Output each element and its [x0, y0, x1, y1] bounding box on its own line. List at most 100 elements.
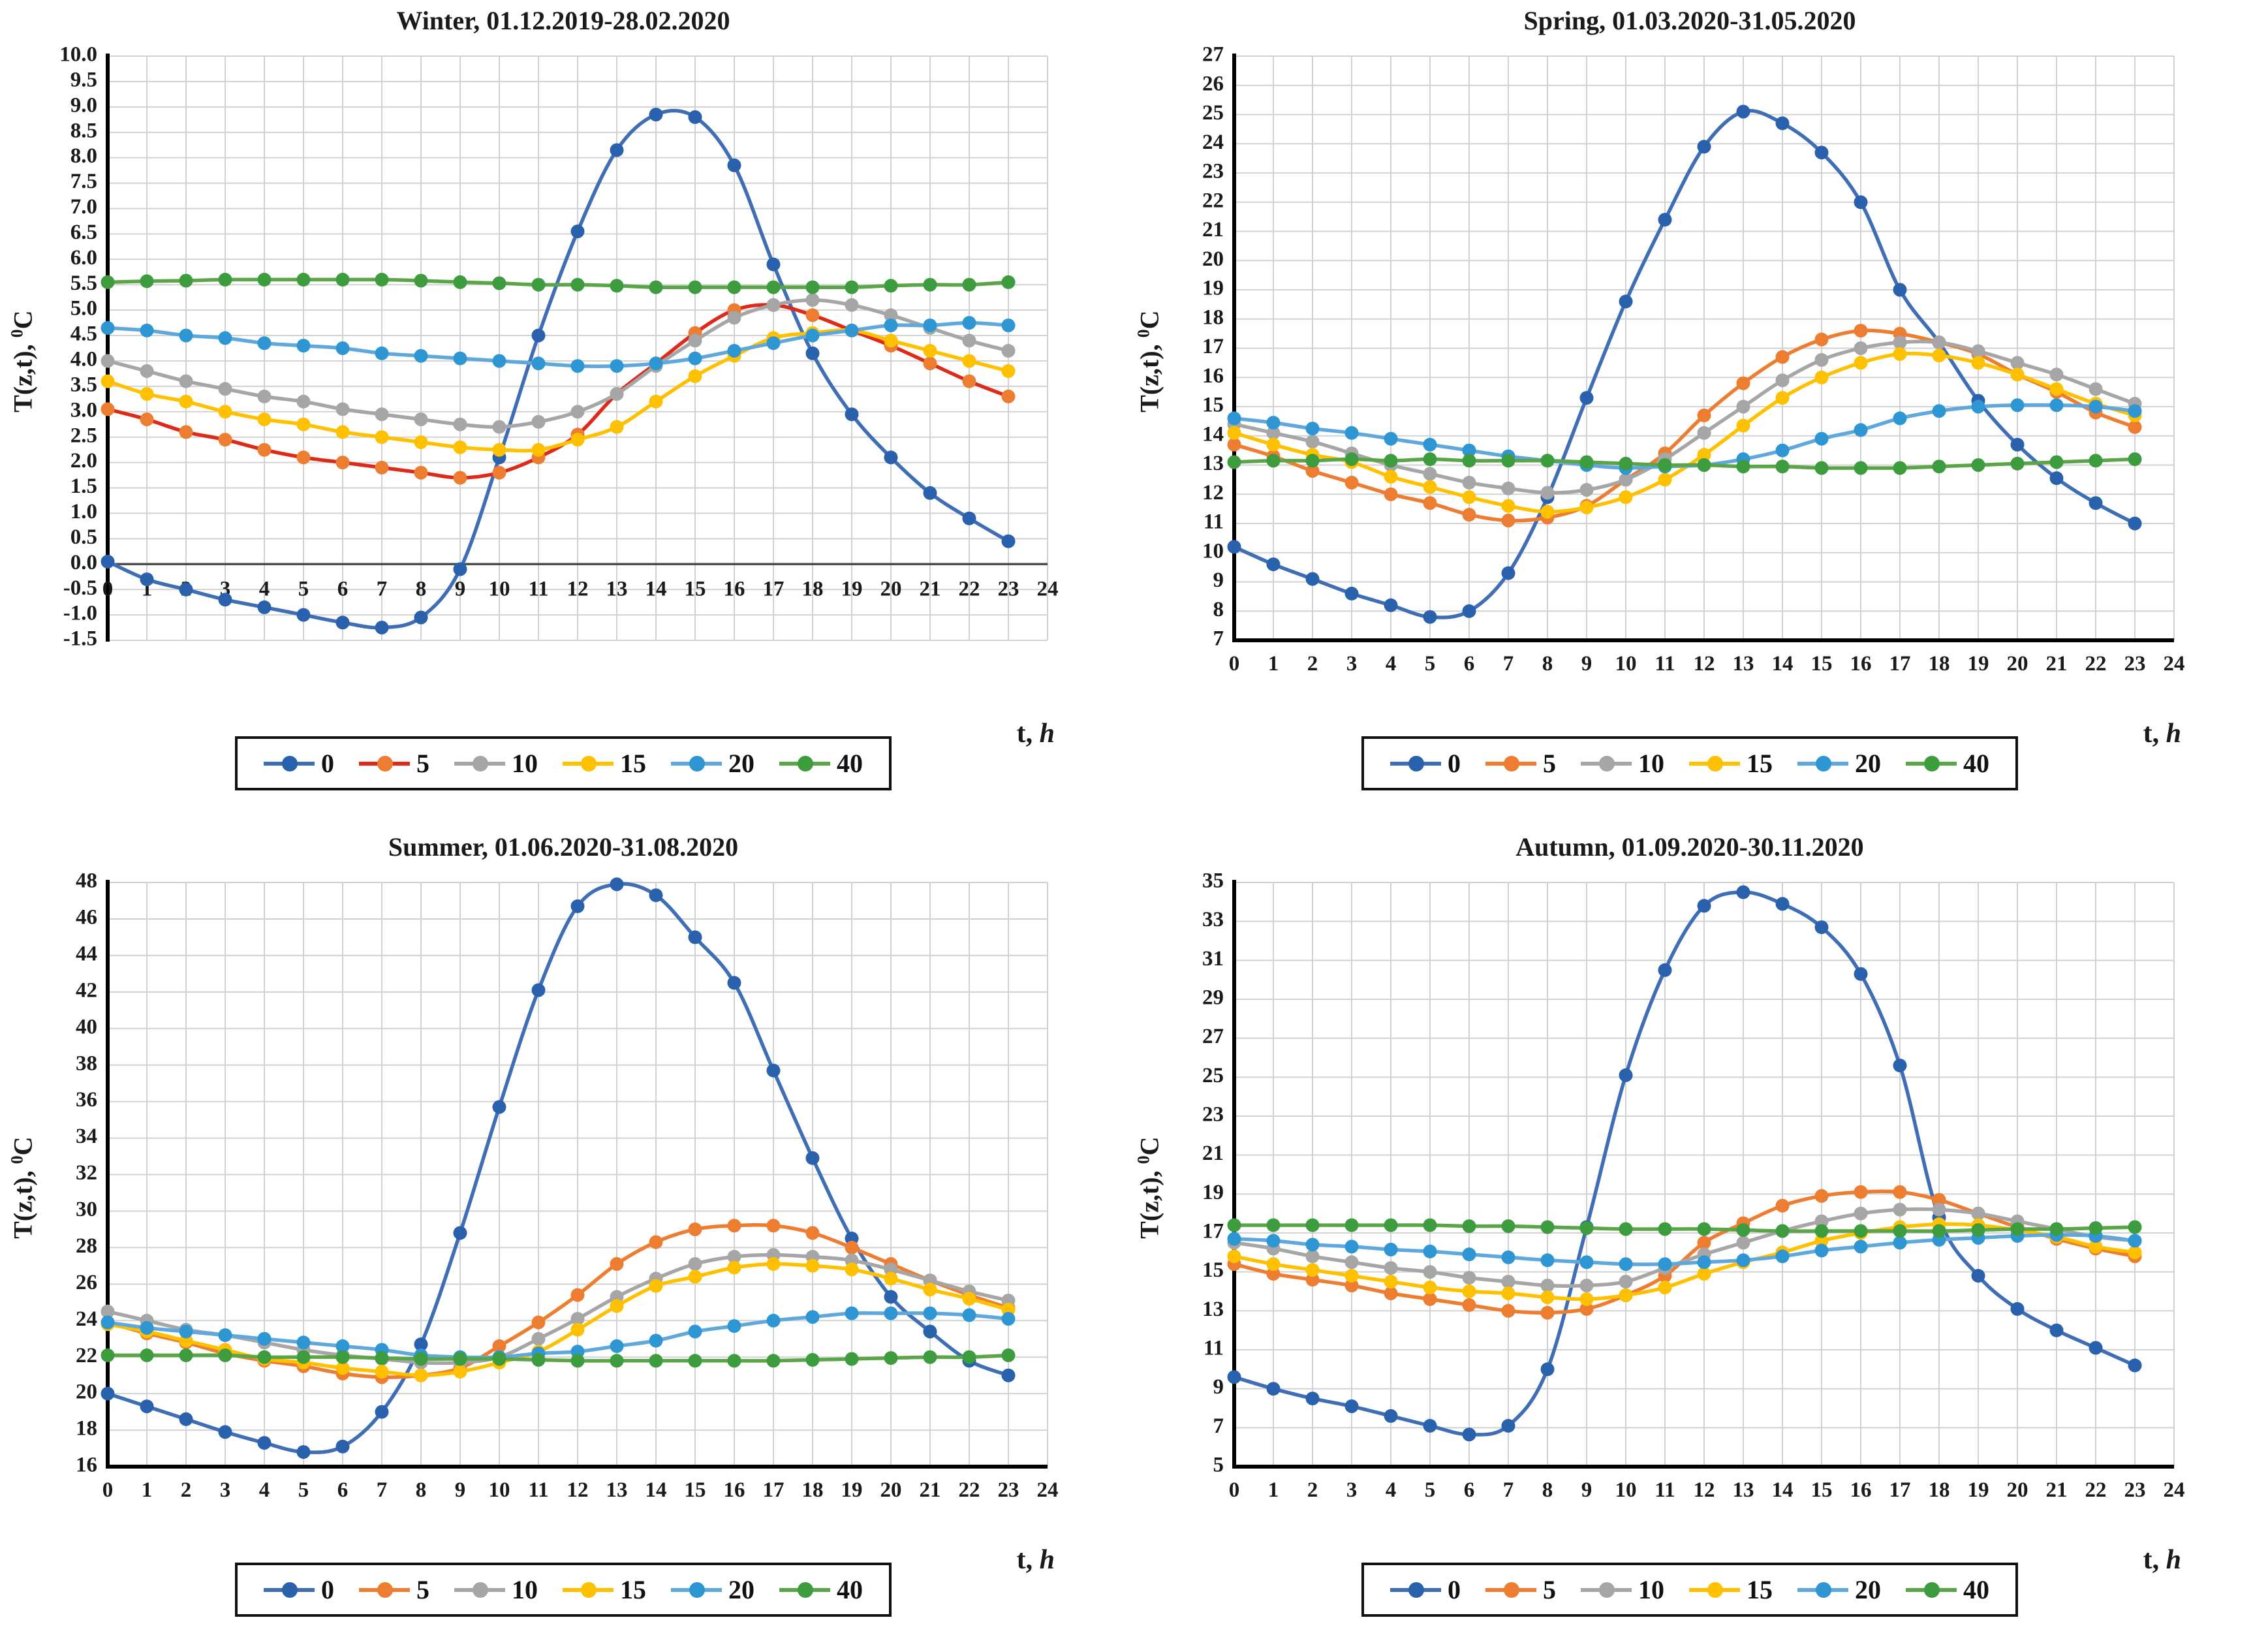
series-0-marker	[2128, 516, 2142, 531]
series-10-marker	[1384, 1261, 1398, 1275]
legend-item-40: 40	[1906, 1574, 1989, 1605]
series-40-marker	[2010, 1222, 2025, 1236]
series-10-marker	[1893, 335, 1907, 350]
series-0-marker	[1697, 140, 1711, 154]
y-tick-label: 23	[1202, 1103, 1224, 1127]
series-40-marker	[884, 1351, 898, 1365]
series-20-marker	[218, 1328, 232, 1343]
series-15-marker	[1540, 1290, 1555, 1304]
legend-item-15: 15	[563, 748, 646, 779]
series-40-marker	[335, 1350, 350, 1364]
series-15-marker	[1619, 490, 1633, 505]
series-15-marker	[375, 430, 389, 444]
series-20-marker	[140, 1320, 154, 1335]
series-0-marker	[1775, 116, 1790, 131]
y-tick-label: 11	[1204, 1337, 1224, 1360]
series-0-marker	[805, 1151, 820, 1165]
series-15-marker	[2089, 1239, 2103, 1254]
series-10-marker	[2089, 382, 2103, 396]
series-0-marker	[414, 610, 428, 625]
y-tick-label: 7	[1213, 1414, 1224, 1438]
series-0-marker	[1658, 213, 1672, 227]
y-tick-label: 5.5	[70, 272, 97, 295]
y-tick-label: 6.5	[70, 221, 97, 244]
x-tick-label: 18	[1929, 652, 1950, 676]
legend-label: 15	[1747, 1575, 1773, 1604]
series-40-marker	[1579, 1221, 1594, 1235]
series-10-marker	[1971, 344, 1985, 358]
legend: 0 5 10 15 20 40	[1126, 1563, 2253, 1617]
y-tick-label: 27	[1202, 1025, 1224, 1048]
series-0-marker	[845, 407, 859, 422]
series-20-marker	[1736, 1253, 1750, 1268]
y-tick-label: 10	[1202, 539, 1224, 563]
y-tick-label: 19	[1202, 1181, 1224, 1204]
series-40-marker	[649, 1354, 663, 1368]
x-tick-label: 21	[920, 1478, 941, 1502]
series-15-marker	[1814, 370, 1829, 384]
plot-area: 10.09.59.08.58.07.57.06.56.05.55.04.54.0…	[59, 43, 1058, 651]
x-tick-label: 21	[2046, 652, 2068, 676]
series-40-marker	[962, 277, 976, 292]
legend-marker-icon	[1689, 1582, 1740, 1598]
series-20-marker	[101, 1315, 115, 1330]
series-20-marker	[2128, 404, 2142, 418]
y-tick-label: 26	[1202, 72, 1224, 95]
x-tick-label: 11	[528, 1478, 548, 1502]
series-20-marker	[649, 1333, 663, 1348]
series-0-marker	[1579, 391, 1594, 405]
series-10-marker	[1814, 1214, 1829, 1228]
series-10-marker	[492, 420, 506, 434]
series-5-marker	[1423, 1292, 1437, 1306]
y-tick-label: 20	[76, 1380, 97, 1404]
series-20-marker	[845, 1306, 859, 1320]
series-20-marker	[1501, 1250, 1515, 1264]
series-10-marker	[727, 311, 741, 325]
series-15-marker	[884, 1271, 898, 1286]
series-20-marker	[805, 328, 820, 343]
series-10-marker	[1619, 1275, 1633, 1289]
series-10-marker	[2049, 367, 2064, 382]
x-tick-label: 23	[998, 577, 1019, 600]
legend-marker-icon	[779, 1582, 830, 1598]
y-tick-label: 7.0	[70, 195, 97, 219]
series-0-marker	[492, 1100, 506, 1114]
series-40-marker	[1736, 1223, 1750, 1237]
legend-item-15: 15	[1689, 748, 1773, 779]
series-40-marker	[570, 277, 585, 292]
series-0-marker	[453, 1226, 467, 1240]
series-15-marker	[649, 1279, 663, 1293]
legend-marker-icon	[1485, 755, 1536, 772]
series-15-marker	[531, 443, 546, 457]
series-10-marker	[1462, 1271, 1476, 1285]
legend-item-20: 20	[671, 1574, 754, 1605]
series-10-marker	[2010, 356, 2025, 370]
x-tick-label: 24	[2164, 652, 2185, 676]
series-5-marker	[101, 402, 115, 416]
series-15-marker	[688, 369, 702, 383]
y-tick-label: 11	[1204, 510, 1224, 534]
series-15-marker	[884, 334, 898, 348]
series-15-marker	[1305, 1263, 1320, 1277]
series-15-marker	[766, 1257, 781, 1271]
series-40-marker	[805, 280, 820, 294]
x-tick-label: 16	[1850, 652, 1872, 676]
x-tick-label: 16	[724, 577, 745, 600]
series-20-marker	[179, 328, 193, 343]
y-tick-label: 30	[76, 1198, 97, 1221]
y-tick-label: 2.5	[70, 424, 97, 447]
series-10-marker	[1736, 1236, 1750, 1250]
x-tick-label: 22	[2085, 652, 2107, 676]
series-20-marker	[805, 1310, 820, 1324]
y-tick-labels: 35 33 31 29 27 25 23 21 19 17 15 13 11 9 7 5	[1202, 869, 1224, 1477]
series-0-marker	[296, 608, 311, 622]
series-20-marker	[1697, 1255, 1711, 1270]
series-40-marker	[805, 1352, 820, 1367]
series-40-marker	[335, 272, 350, 287]
legend-marker-icon	[563, 1582, 614, 1598]
series-0-marker	[1384, 598, 1398, 612]
series-10-marker	[101, 354, 115, 368]
series-5	[1227, 324, 2142, 527]
y-tick-label: 25	[1202, 1064, 1224, 1087]
series-0-marker	[570, 225, 585, 238]
